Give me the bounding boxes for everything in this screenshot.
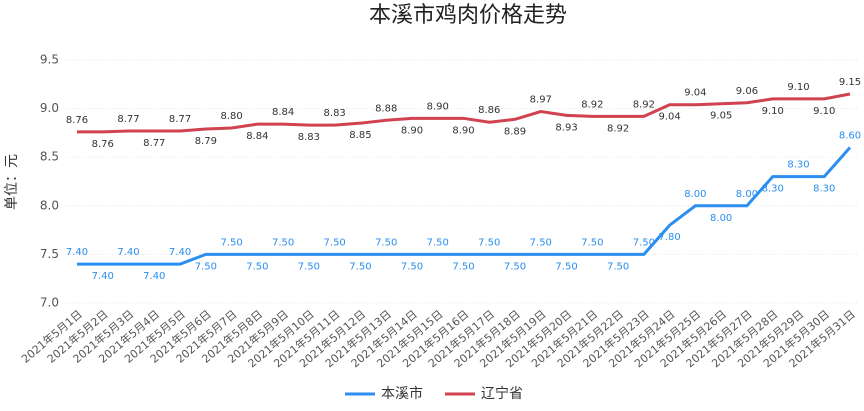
data-label: 7.50 [607, 261, 629, 272]
data-label: 8.86 [478, 105, 500, 116]
data-label: 7.50 [633, 237, 655, 248]
data-label: 9.04 [659, 112, 681, 123]
data-label: 8.89 [504, 126, 526, 137]
data-label: 8.84 [272, 107, 294, 118]
series-line [77, 146, 852, 266]
data-label: 7.40 [66, 247, 88, 258]
data-label: 7.40 [117, 247, 139, 258]
data-label: 7.50 [478, 237, 500, 248]
data-label: 7.40 [169, 247, 191, 258]
data-label: 9.10 [813, 106, 835, 117]
y-tick-label: 8.0 [40, 198, 59, 212]
data-label: 7.40 [92, 271, 114, 282]
legend-label: 辽宁省 [481, 385, 523, 402]
data-label: 8.60 [839, 130, 861, 141]
data-label: 8.30 [813, 184, 835, 195]
data-label: 7.50 [427, 237, 449, 248]
y-tick-label: 7.0 [40, 296, 59, 310]
data-label: 8.77 [117, 114, 139, 125]
data-label: 7.50 [555, 261, 577, 272]
data-label: 8.00 [684, 189, 706, 200]
y-tick-label: 9.0 [40, 101, 59, 115]
data-label: 9.15 [839, 77, 861, 88]
data-label: 8.84 [246, 131, 268, 142]
data-label: 7.50 [220, 237, 242, 248]
data-label: 8.77 [169, 114, 191, 125]
y-tick-label: 7.5 [40, 247, 59, 261]
data-label: 8.77 [143, 138, 165, 149]
data-label: 7.50 [530, 237, 552, 248]
data-label: 9.05 [710, 111, 732, 122]
data-label: 8.90 [427, 101, 449, 112]
data-label: 7.40 [143, 271, 165, 282]
y-tick-label: 9.5 [40, 53, 59, 67]
data-label: 7.50 [195, 261, 217, 272]
data-label: 8.93 [555, 122, 577, 133]
data-label: 8.76 [92, 139, 114, 150]
data-label: 8.92 [607, 123, 629, 134]
data-label: 8.88 [375, 103, 397, 114]
data-label: 8.30 [762, 184, 784, 195]
data-label: 8.85 [349, 130, 371, 141]
data-label: 8.00 [710, 213, 732, 224]
data-label: 8.90 [401, 125, 423, 136]
data-label: 9.04 [684, 88, 706, 99]
data-label: 7.50 [401, 261, 423, 272]
data-label: 8.83 [324, 108, 346, 119]
y-tick-label: 8.5 [40, 150, 59, 164]
data-label: 7.50 [581, 237, 603, 248]
data-label: 8.76 [66, 115, 88, 126]
data-label: 7.50 [375, 237, 397, 248]
legend-label: 本溪市 [381, 385, 423, 402]
y-axis-label: 单位：元 [4, 154, 20, 210]
data-label: 7.50 [324, 237, 346, 248]
data-label: 9.06 [736, 86, 758, 97]
data-label: 9.10 [762, 106, 784, 117]
chart-title: 本溪市鸡肉价格走势 [369, 3, 567, 28]
data-label: 7.50 [452, 261, 474, 272]
data-label: 8.92 [633, 99, 655, 110]
data-label: 8.90 [452, 125, 474, 136]
series-line [77, 92, 851, 134]
data-label: 7.50 [246, 261, 268, 272]
data-label: 8.83 [298, 132, 320, 143]
data-label: 8.97 [530, 95, 552, 106]
data-label: 8.30 [787, 160, 809, 171]
data-label: 8.92 [581, 99, 603, 110]
data-label: 7.50 [504, 261, 526, 272]
data-label: 7.50 [272, 237, 294, 248]
data-label: 7.80 [659, 232, 681, 243]
data-label: 7.50 [298, 261, 320, 272]
data-label: 7.50 [349, 261, 371, 272]
data-label: 8.80 [220, 111, 242, 122]
data-label: 9.10 [787, 82, 809, 93]
data-label: 8.00 [736, 189, 758, 200]
data-label: 8.79 [195, 136, 217, 147]
